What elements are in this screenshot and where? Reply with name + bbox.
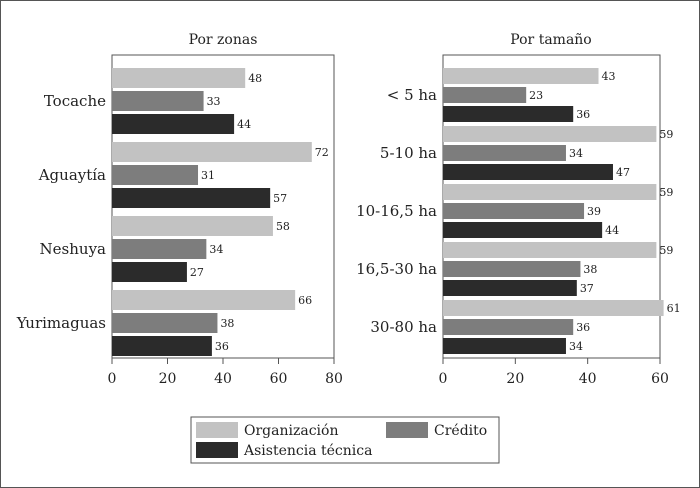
- category-label-1-3: 16,5-30 ha: [356, 260, 437, 278]
- legend-swatch-2: [196, 442, 238, 458]
- bar-1-3-0: [443, 242, 657, 258]
- bar-value-label-0-0-2: 44: [237, 118, 251, 131]
- bar-0-3-0: [112, 290, 296, 310]
- bar-value-label-0-2-2: 27: [190, 266, 204, 279]
- bar-1-2-0: [443, 184, 657, 200]
- category-label-0-0: Tocache: [44, 92, 106, 110]
- x-tick-label-1-3: 60: [651, 371, 669, 387]
- bar-1-4-1: [443, 319, 574, 335]
- bar-value-label-1-3-0: 59: [659, 244, 673, 257]
- category-label-0-2: Neshuya: [40, 240, 106, 258]
- bar-0-3-2: [112, 336, 212, 356]
- panel-title-0: Por zonas: [189, 32, 258, 48]
- legend-swatch-0: [196, 422, 238, 438]
- bar-0-0-1: [112, 91, 204, 111]
- bar-0-1-0: [112, 142, 312, 162]
- bar-1-1-2: [443, 164, 613, 180]
- bar-value-label-1-3-2: 37: [580, 282, 594, 295]
- bar-1-4-0: [443, 300, 664, 316]
- bar-value-label-1-0-1: 23: [529, 89, 543, 102]
- bar-1-3-2: [443, 280, 577, 296]
- bar-value-label-0-0-0: 48: [248, 72, 262, 85]
- bar-0-0-0: [112, 68, 246, 88]
- legend-label-2: Asistencia técnica: [243, 443, 372, 459]
- bar-1-0-2: [443, 106, 574, 122]
- bar-value-label-1-3-1: 38: [583, 263, 597, 276]
- bar-1-1-0: [443, 126, 657, 142]
- bar-0-2-1: [112, 239, 207, 259]
- bar-value-label-1-0-2: 36: [576, 108, 590, 121]
- bar-value-label-1-4-0: 61: [667, 302, 681, 315]
- bar-value-label-1-1-0: 59: [659, 128, 673, 141]
- x-tick-label-0-3: 60: [270, 371, 288, 387]
- bar-value-label-1-4-1: 36: [576, 321, 590, 334]
- category-label-0-1: Aguaytía: [38, 166, 106, 184]
- bar-value-label-0-3-0: 66: [298, 294, 312, 307]
- bar-value-label-0-1-1: 31: [201, 169, 215, 182]
- bar-value-label-0-1-2: 57: [273, 192, 287, 205]
- bar-1-0-1: [443, 87, 527, 103]
- category-label-0-3: Yurimaguas: [16, 314, 106, 332]
- bar-value-label-0-3-2: 36: [215, 340, 229, 353]
- bar-value-label-0-0-1: 33: [207, 95, 221, 108]
- bar-value-label-0-2-1: 34: [209, 243, 223, 256]
- category-label-1-4: 30-80 ha: [370, 318, 437, 336]
- bar-1-0-0: [443, 68, 599, 84]
- bar-value-label-1-2-1: 39: [587, 205, 601, 218]
- x-tick-label-0-1: 20: [159, 371, 177, 387]
- bar-0-3-1: [112, 313, 218, 333]
- bar-value-label-1-1-1: 34: [569, 147, 583, 160]
- x-tick-label-0-4: 80: [325, 371, 343, 387]
- bar-0-1-1: [112, 165, 199, 185]
- bar-value-label-1-4-2: 34: [569, 340, 583, 353]
- legend-label-1: Crédito: [434, 423, 487, 439]
- bar-0-1-2: [112, 188, 271, 208]
- bar-1-2-2: [443, 222, 603, 238]
- category-label-1-2: 10-16,5 ha: [356, 202, 437, 220]
- bar-value-label-0-1-0: 72: [315, 146, 329, 159]
- bar-0-2-2: [112, 262, 187, 282]
- legend-label-0: Organización: [244, 423, 338, 439]
- bar-value-label-0-3-1: 38: [220, 317, 234, 330]
- bar-0-2-0: [112, 216, 273, 236]
- bar-value-label-0-2-0: 58: [276, 220, 290, 233]
- bar-1-4-2: [443, 338, 566, 354]
- bar-1-1-1: [443, 145, 566, 161]
- x-tick-label-0-2: 40: [214, 371, 232, 387]
- bar-1-2-1: [443, 203, 585, 219]
- x-tick-label-1-0: 0: [439, 371, 448, 387]
- legend-box: [190, 416, 500, 464]
- panel-title-1: Por tamaño: [510, 32, 591, 48]
- bar-value-label-1-2-0: 59: [659, 186, 673, 199]
- bar-1-3-1: [443, 261, 581, 277]
- bar-value-label-1-2-2: 44: [605, 224, 619, 237]
- category-label-1-1: 5-10 ha: [380, 144, 437, 162]
- legend-swatch-1: [386, 422, 428, 438]
- bar-value-label-1-0-0: 43: [602, 70, 616, 83]
- x-tick-label-1-1: 20: [506, 371, 524, 387]
- bar-value-label-1-1-2: 47: [616, 166, 630, 179]
- x-tick-label-1-2: 40: [579, 371, 597, 387]
- bar-0-0-2: [112, 114, 235, 134]
- x-tick-label-0-0: 0: [108, 371, 117, 387]
- category-label-1-0: < 5 ha: [387, 86, 437, 104]
